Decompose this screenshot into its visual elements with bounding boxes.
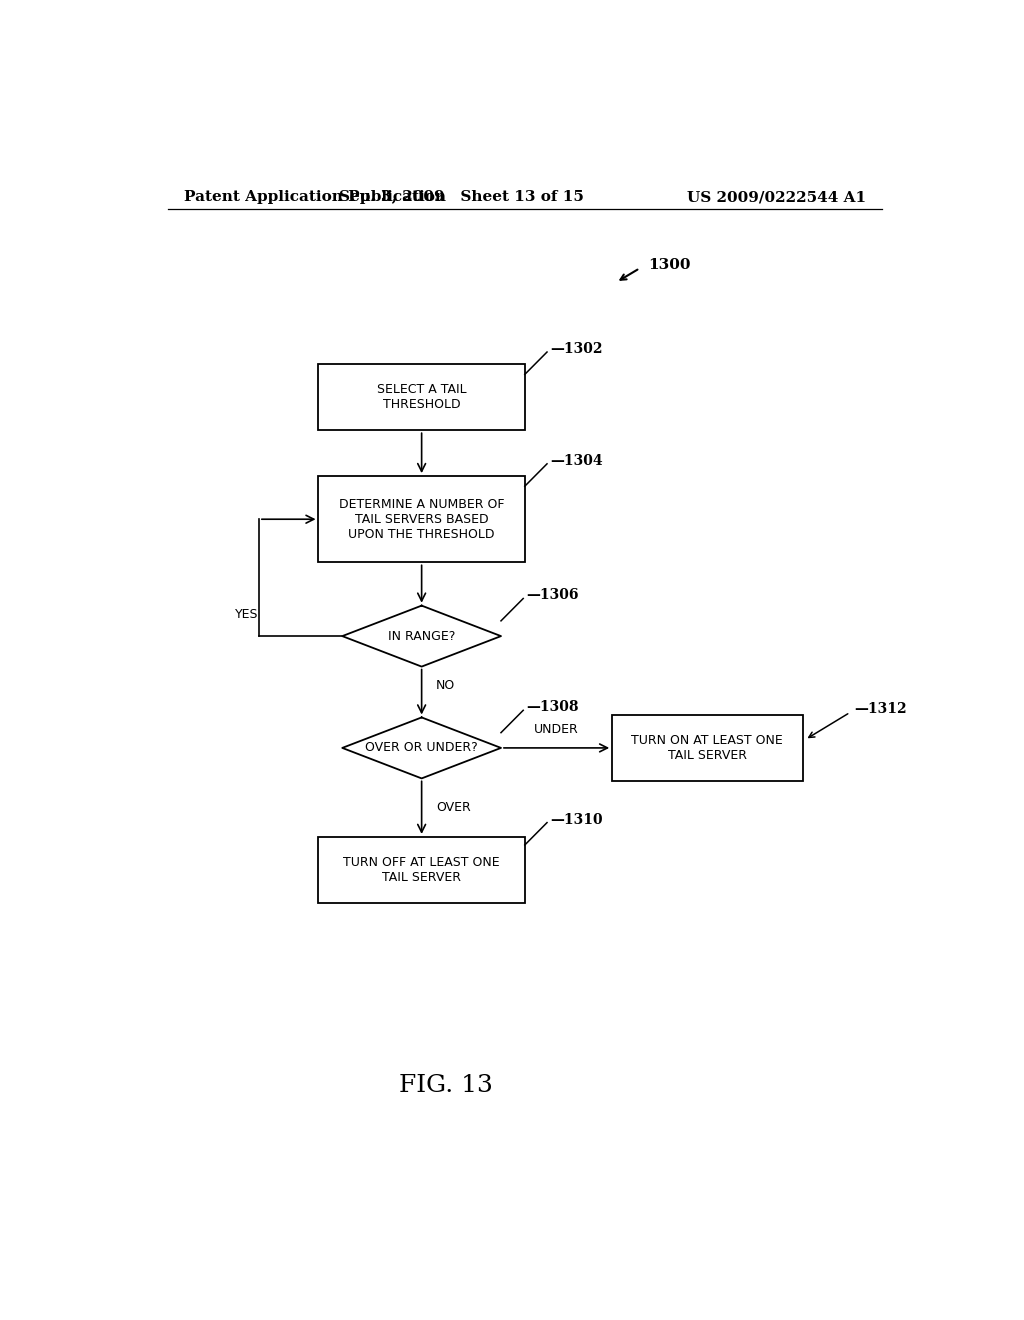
Text: IN RANGE?: IN RANGE?: [388, 630, 456, 643]
Text: US 2009/0222544 A1: US 2009/0222544 A1: [687, 190, 866, 205]
Bar: [612, 715, 803, 781]
Bar: [318, 364, 524, 430]
Text: —1308: —1308: [526, 700, 579, 714]
Text: Patent Application Publication: Patent Application Publication: [183, 190, 445, 205]
Text: TURN ON AT LEAST ONE
TAIL SERVER: TURN ON AT LEAST ONE TAIL SERVER: [632, 734, 783, 762]
Text: —1312: —1312: [854, 702, 907, 717]
Bar: [318, 477, 524, 562]
Text: —1306: —1306: [526, 589, 579, 602]
Polygon shape: [342, 606, 501, 667]
Bar: [318, 837, 524, 903]
Text: TURN OFF AT LEAST ONE
TAIL SERVER: TURN OFF AT LEAST ONE TAIL SERVER: [343, 855, 500, 884]
Text: 1300: 1300: [648, 259, 690, 272]
Text: Sep. 3, 2009   Sheet 13 of 15: Sep. 3, 2009 Sheet 13 of 15: [339, 190, 584, 205]
Text: UNDER: UNDER: [535, 723, 579, 735]
Polygon shape: [342, 718, 501, 779]
Text: DETERMINE A NUMBER OF
TAIL SERVERS BASED
UPON THE THRESHOLD: DETERMINE A NUMBER OF TAIL SERVERS BASED…: [339, 498, 505, 541]
Text: SELECT A TAIL
THRESHOLD: SELECT A TAIL THRESHOLD: [377, 383, 467, 412]
Text: OVER OR UNDER?: OVER OR UNDER?: [366, 742, 478, 755]
Text: OVER: OVER: [436, 801, 471, 814]
Text: FIG. 13: FIG. 13: [398, 1074, 493, 1097]
Text: NO: NO: [436, 680, 455, 693]
Text: —1304: —1304: [550, 454, 603, 467]
Text: —1310: —1310: [550, 813, 603, 826]
Text: —1302: —1302: [550, 342, 603, 356]
Text: YES: YES: [236, 609, 259, 620]
